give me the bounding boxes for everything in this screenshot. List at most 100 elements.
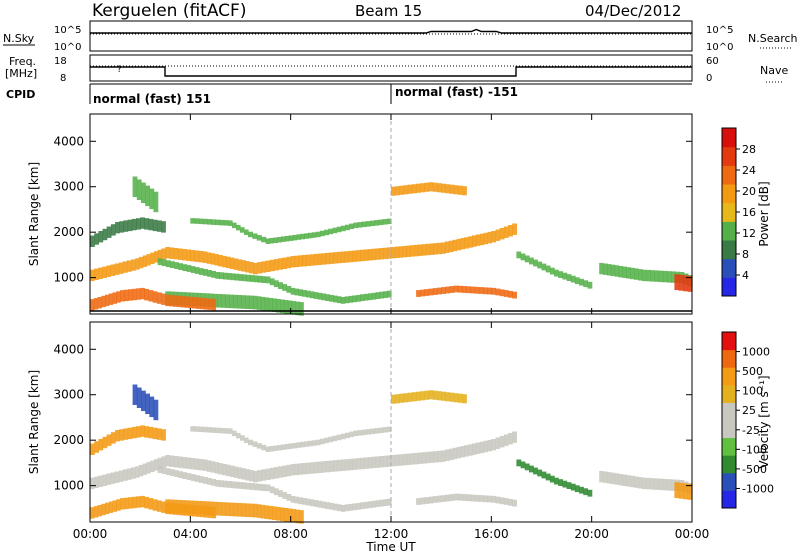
cell (248, 439, 253, 446)
cell (499, 436, 505, 448)
cell (453, 185, 459, 195)
band-1 (157, 258, 392, 304)
cell (102, 474, 107, 486)
band-4 (416, 285, 517, 299)
cell (136, 179, 142, 200)
cell (414, 452, 419, 465)
cell (149, 396, 155, 418)
cell (249, 470, 254, 482)
cell (290, 495, 296, 503)
band-7 (190, 426, 392, 452)
cell (344, 251, 350, 263)
cell (424, 390, 430, 400)
cell (654, 478, 660, 490)
cell (211, 427, 216, 433)
cell (406, 453, 411, 465)
nsearch-tick-bottom: 10^0 (706, 42, 733, 53)
band-4 (416, 493, 517, 507)
cell (140, 495, 145, 508)
cell (328, 436, 334, 443)
cell (315, 439, 321, 446)
cell (277, 237, 282, 243)
colorbar-tick-label: -500 (742, 463, 767, 476)
cell (281, 444, 286, 450)
cell (449, 494, 455, 501)
cell (475, 234, 481, 246)
cell (188, 296, 193, 309)
colorbar-tick-label: 28 (742, 143, 756, 156)
cell (367, 457, 373, 469)
cell (101, 503, 106, 516)
cell (276, 299, 281, 313)
cell (288, 443, 294, 449)
cell (145, 185, 150, 207)
cell (169, 503, 174, 515)
nsky-label: N.Sky (3, 32, 35, 45)
cell (287, 508, 293, 523)
cell (256, 504, 262, 518)
cell (371, 248, 377, 261)
cell (141, 182, 146, 204)
cell (101, 295, 106, 308)
cell (256, 235, 262, 241)
cell (249, 295, 254, 310)
cell (302, 255, 307, 267)
cell (622, 474, 627, 486)
cell (290, 256, 296, 268)
cell (98, 267, 103, 279)
cell (464, 445, 469, 457)
cell (333, 460, 338, 472)
y-tick-label: 3000 (53, 180, 84, 194)
cell (190, 266, 196, 273)
cell (169, 455, 175, 467)
cell (302, 498, 307, 505)
cell (254, 275, 259, 283)
power-data-layer (90, 176, 693, 316)
cell (232, 222, 237, 229)
cell (236, 432, 241, 439)
cell (329, 502, 334, 510)
cell (456, 446, 462, 459)
x-tick-label: 00:00 (675, 527, 710, 541)
cell (457, 285, 463, 293)
cell (257, 483, 263, 491)
cell (131, 467, 136, 479)
cell (294, 255, 299, 268)
cell (249, 262, 254, 274)
cell (236, 224, 241, 231)
freq-unit-label: [MHz] (5, 67, 37, 80)
cell (215, 427, 221, 434)
cell (344, 296, 350, 304)
cell (144, 497, 150, 509)
cell (445, 494, 451, 502)
colorbar-frame (721, 331, 737, 509)
cell (140, 425, 145, 437)
cell (215, 219, 221, 226)
cell (202, 426, 208, 433)
cell (310, 462, 315, 474)
cell (382, 427, 388, 433)
velocity-colorbar-label: Velocity [m s⁻¹] (757, 375, 771, 468)
cell (223, 428, 229, 434)
cell (120, 290, 125, 302)
cell (382, 219, 388, 225)
cell (311, 232, 317, 238)
cell (499, 497, 505, 505)
cell (658, 270, 664, 283)
power-colorbar-label: Power [dB] (757, 181, 771, 246)
cell (161, 293, 166, 305)
cell (273, 259, 279, 271)
cell (383, 499, 388, 506)
cell (466, 494, 472, 502)
colorbar-tick-label: 4 (742, 269, 749, 282)
cell (313, 292, 319, 299)
cell (269, 238, 274, 244)
cell (214, 462, 219, 474)
cell (230, 273, 236, 281)
colorbar-tick-label: 1000 (742, 346, 770, 359)
cell (524, 255, 530, 263)
cell (128, 289, 133, 301)
cell (457, 393, 463, 403)
cell (325, 252, 330, 265)
cell (416, 183, 421, 193)
